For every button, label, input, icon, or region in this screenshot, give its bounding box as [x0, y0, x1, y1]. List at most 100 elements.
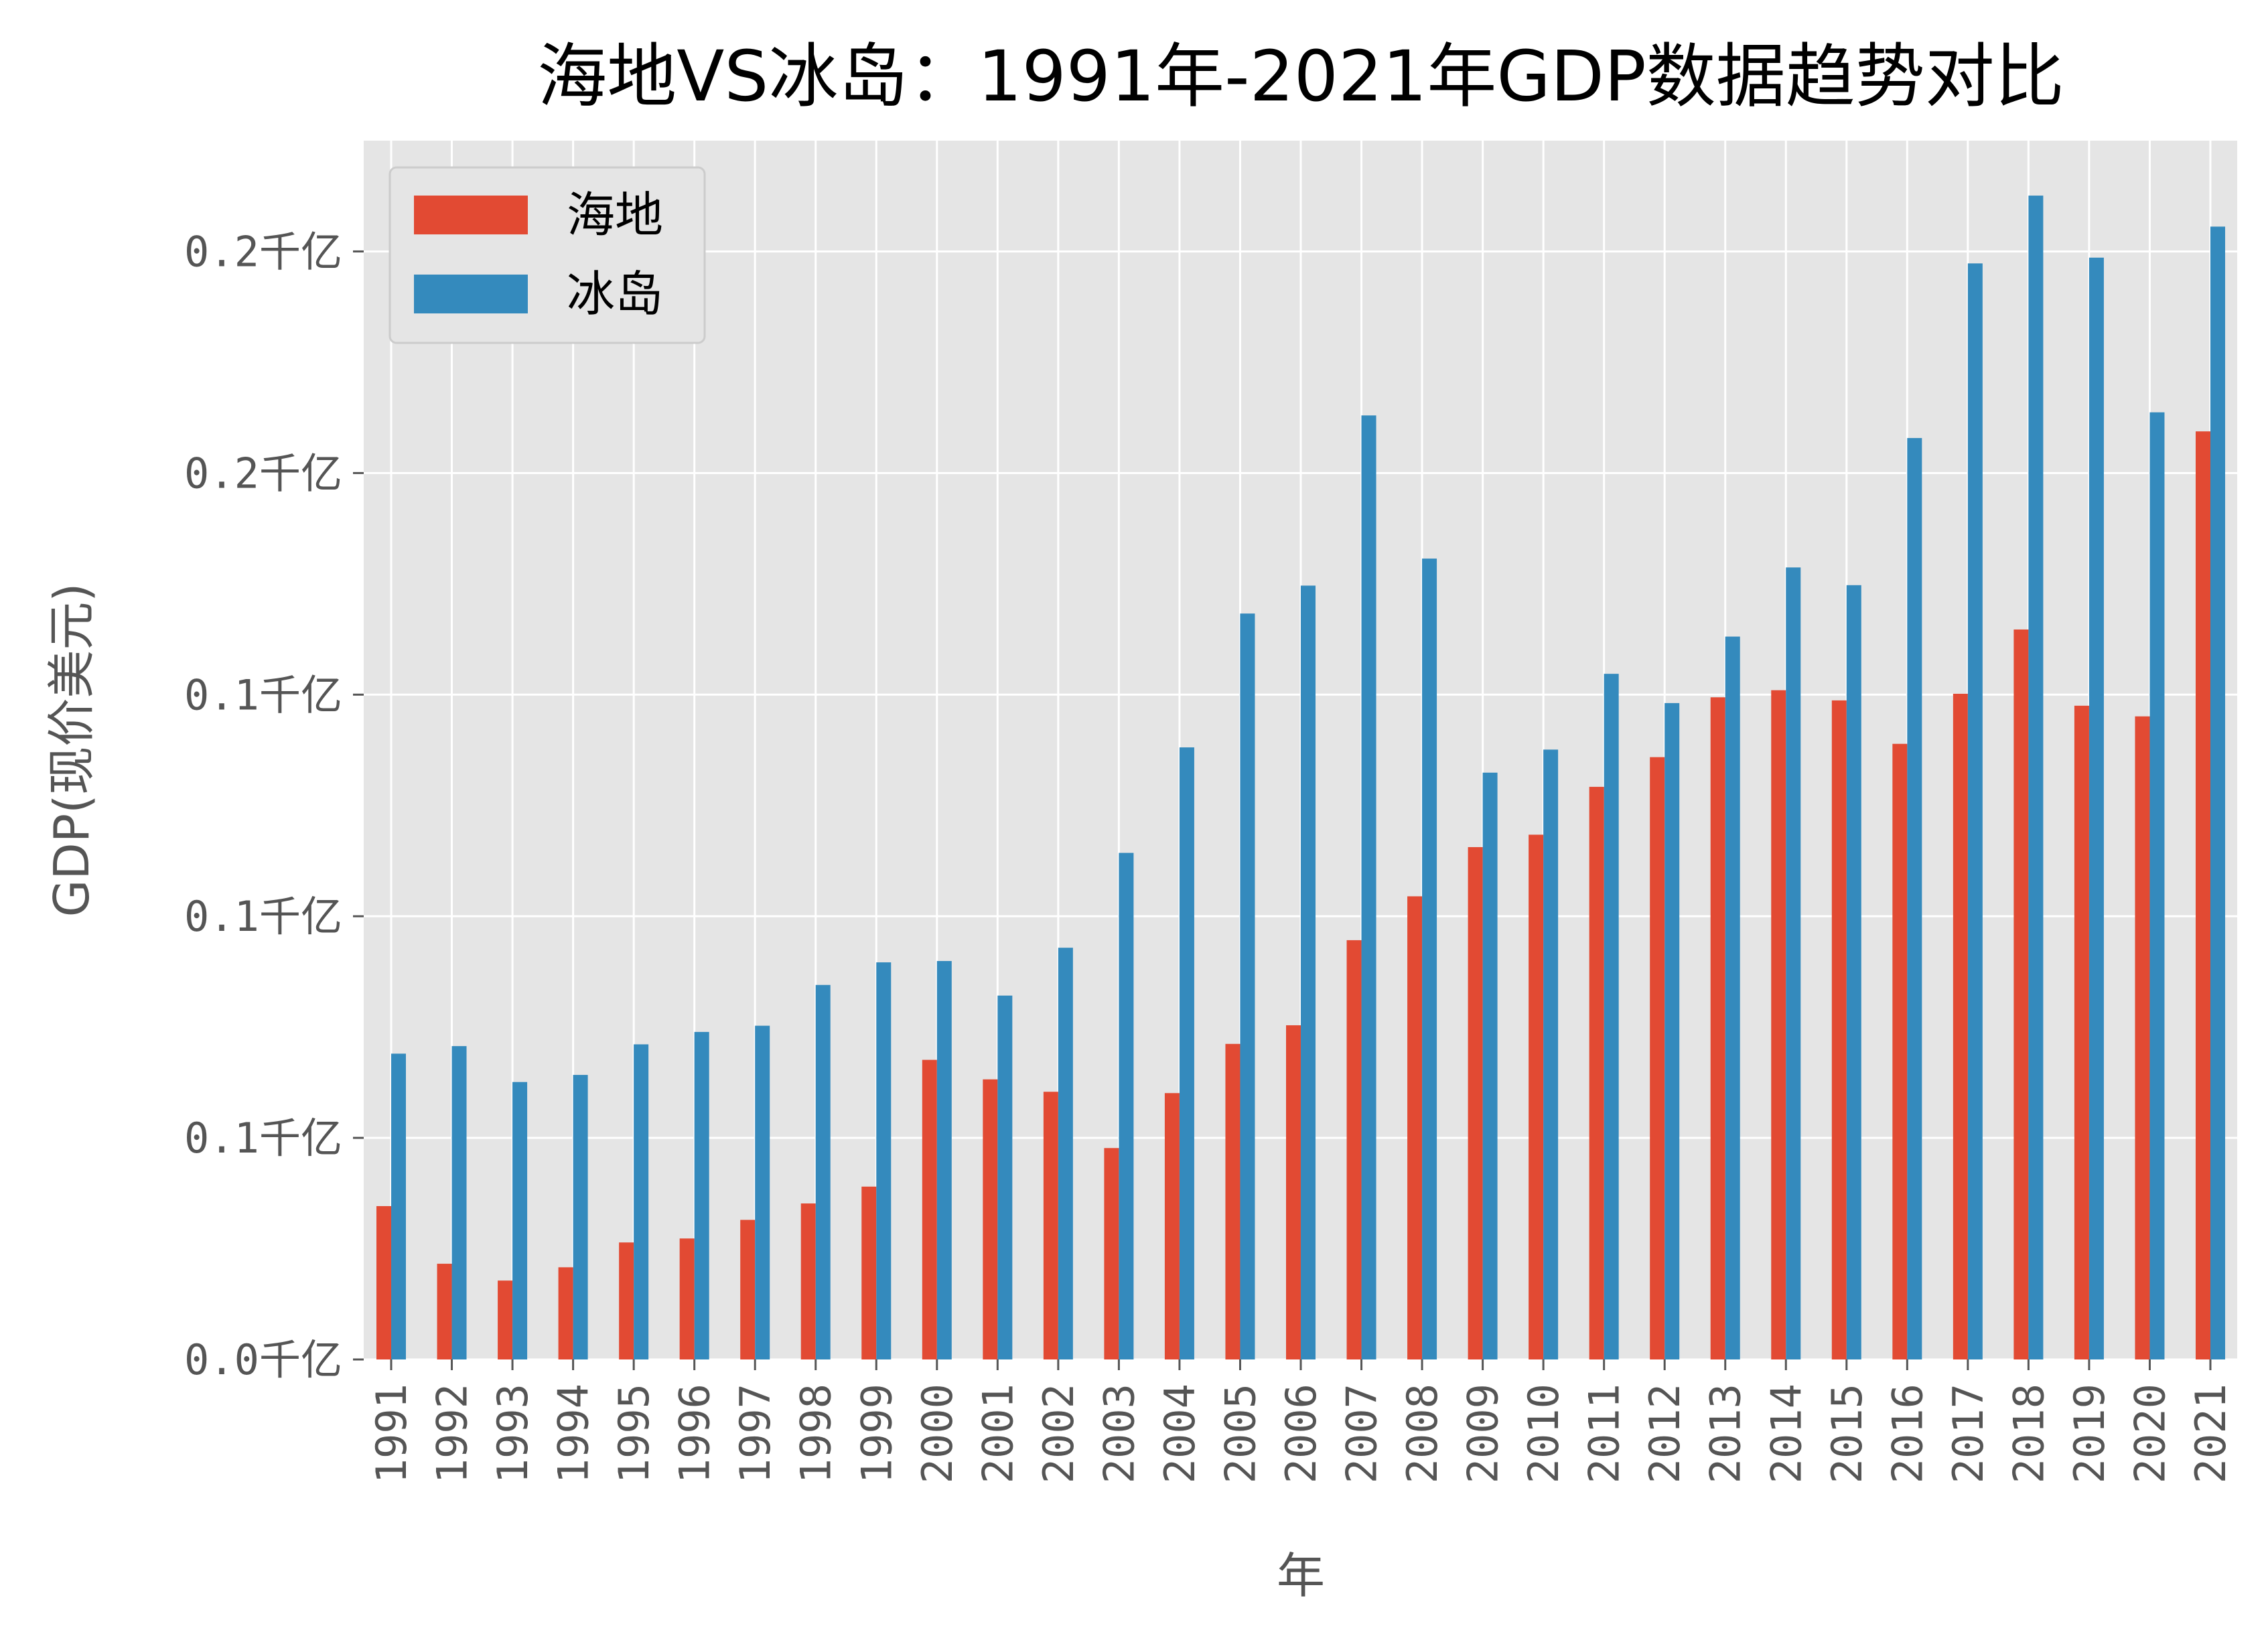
- x-tick-label: 2018: [2004, 1384, 2053, 1483]
- bar-iceland: [1119, 853, 1134, 1359]
- bar-haiti: [922, 1059, 937, 1359]
- bar-haiti: [558, 1267, 573, 1359]
- bar-iceland: [936, 961, 952, 1359]
- chart-title: 海地VS冰岛：1991年-2021年GDP数据趋势对比: [537, 35, 2064, 117]
- bar-iceland: [755, 1025, 770, 1359]
- bar-iceland: [451, 1046, 467, 1359]
- x-tick-label: 2021: [2186, 1384, 2235, 1483]
- x-axis-label: 年: [1277, 1548, 1325, 1604]
- bar-haiti: [1831, 700, 1847, 1359]
- bar-iceland: [1604, 674, 1619, 1359]
- bar-haiti: [376, 1206, 391, 1359]
- bar-iceland: [2210, 226, 2225, 1360]
- x-tick-label: 2019: [2065, 1384, 2114, 1483]
- bar-haiti: [1286, 1025, 1301, 1359]
- bar-haiti: [861, 1186, 877, 1359]
- bar-haiti: [1468, 846, 1483, 1359]
- bar-haiti: [2196, 431, 2210, 1359]
- x-tick-label: 2016: [1883, 1384, 1932, 1483]
- x-tick-label: 1997: [731, 1384, 780, 1483]
- bar-haiti: [1346, 940, 1362, 1359]
- bar-haiti: [1164, 1093, 1180, 1359]
- x-tick-label: 1993: [488, 1384, 537, 1483]
- bar-iceland: [391, 1053, 406, 1359]
- bar-haiti: [1771, 690, 1786, 1359]
- x-tick-label: 1998: [792, 1384, 841, 1483]
- bar-iceland: [694, 1031, 709, 1359]
- x-tick-label: 2017: [1944, 1384, 1993, 1483]
- bar-iceland: [1058, 948, 1073, 1359]
- x-tick-label: 1995: [610, 1384, 658, 1483]
- bar-iceland: [1422, 559, 1437, 1360]
- x-tick-label: 2008: [1398, 1384, 1447, 1483]
- bar-haiti: [1892, 743, 1908, 1359]
- bar-iceland: [573, 1075, 588, 1359]
- bar-haiti: [1104, 1148, 1119, 1359]
- y-axis-label: GDP(现价美元): [44, 583, 100, 917]
- y-tick-label: 0.1千亿: [184, 670, 342, 719]
- x-tick-label: 1996: [670, 1384, 719, 1483]
- bar-iceland: [1301, 585, 1316, 1359]
- bar-haiti: [619, 1242, 634, 1359]
- bar-iceland: [1907, 438, 1922, 1359]
- x-tick-label: 2020: [2125, 1384, 2174, 1483]
- x-tick-label: 2005: [1216, 1384, 1265, 1483]
- bar-haiti: [800, 1203, 816, 1359]
- y-axis: 0.0千亿 0.1千亿 0.1千亿 0.1千亿 0.2千亿 0.2千亿: [184, 227, 364, 1384]
- bar-iceland: [1786, 567, 1801, 1359]
- bar-iceland: [815, 984, 831, 1359]
- x-tick-label: 2011: [1580, 1384, 1629, 1483]
- bar-haiti: [498, 1280, 513, 1359]
- x-tick-label: 2012: [1640, 1384, 1689, 1483]
- x-tick-label: 2007: [1338, 1384, 1387, 1483]
- x-tick-label: 2015: [1823, 1384, 1871, 1483]
- x-tick-label: 2014: [1762, 1384, 1811, 1483]
- x-tick-label: 1992: [428, 1384, 477, 1483]
- bar-haiti: [1407, 896, 1423, 1359]
- bar-haiti: [2013, 629, 2029, 1359]
- x-tick-label: 1991: [367, 1384, 416, 1483]
- bar-haiti: [1225, 1043, 1241, 1359]
- x-tick-label: 2004: [1155, 1384, 1204, 1483]
- legend-swatch-haiti: [414, 196, 528, 234]
- y-tick-label: 0.1千亿: [184, 892, 342, 941]
- x-tick-label: 2006: [1277, 1384, 1326, 1483]
- bar-iceland: [1664, 703, 1680, 1359]
- legend: 海地 冰岛: [388, 166, 706, 344]
- x-tick-label: 2003: [1094, 1384, 1143, 1483]
- bar-iceland: [2088, 257, 2104, 1360]
- bar-iceland: [1967, 263, 1983, 1360]
- bars: [376, 196, 2225, 1360]
- bar-haiti: [1529, 834, 1544, 1359]
- bar-haiti: [1043, 1092, 1058, 1359]
- bar-haiti: [2135, 716, 2150, 1359]
- y-tick-label: 0.2千亿: [184, 227, 342, 276]
- bar-iceland: [1543, 749, 1559, 1359]
- y-tick-label: 0.2千亿: [184, 449, 342, 498]
- bar-haiti: [2074, 705, 2089, 1359]
- x-tick-label: 2009: [1459, 1384, 1508, 1483]
- x-tick-label: 2010: [1519, 1384, 1568, 1483]
- x-tick-label: 2000: [913, 1384, 962, 1483]
- x-axis: 1991 1992 1993 1994 1995 1996 1997 1998 1999 2000…: [367, 1359, 2235, 1483]
- bar-haiti: [679, 1238, 695, 1359]
- bar-iceland: [876, 962, 892, 1359]
- bar-iceland: [512, 1082, 528, 1359]
- bar-haiti: [1589, 786, 1604, 1359]
- x-tick-label: 1994: [549, 1384, 598, 1483]
- y-tick-label: 0.0千亿: [184, 1335, 342, 1384]
- bar-haiti: [1953, 693, 1968, 1359]
- bar-iceland: [2028, 196, 2044, 1360]
- bar-haiti: [437, 1264, 452, 1359]
- bar-iceland: [1846, 585, 1861, 1359]
- y-tick-label: 0.1千亿: [184, 1114, 342, 1163]
- legend-label-haiti: 海地: [567, 187, 663, 243]
- x-tick-label: 1999: [852, 1384, 901, 1483]
- bar-iceland: [997, 995, 1013, 1359]
- bar-haiti: [1710, 697, 1725, 1359]
- bar-haiti: [983, 1079, 998, 1359]
- bar-iceland: [2149, 412, 2165, 1359]
- bar-iceland: [1179, 747, 1194, 1359]
- bar-iceland: [634, 1044, 649, 1359]
